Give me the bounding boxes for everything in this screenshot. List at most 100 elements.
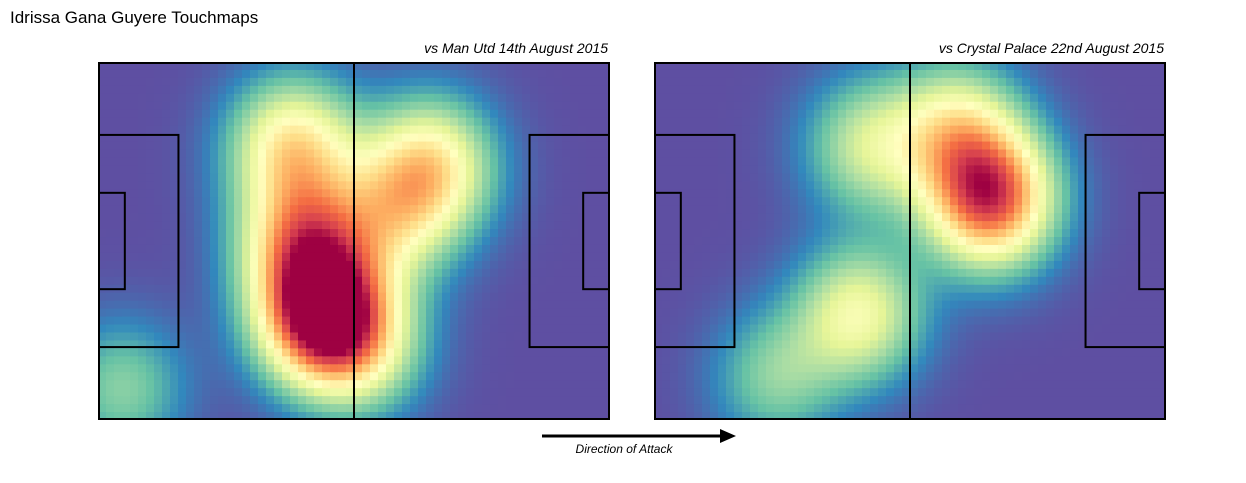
heatmap-cell xyxy=(314,229,323,238)
heatmap-cell xyxy=(274,205,283,214)
heatmap-cell xyxy=(846,133,855,143)
heatmap-cell xyxy=(290,292,299,302)
heatmap-cell xyxy=(242,221,251,230)
heatmap-cell xyxy=(1102,62,1111,71)
heatmap-cell xyxy=(862,93,871,103)
heatmap-cell xyxy=(1038,205,1047,214)
heatmap-cell xyxy=(562,356,571,365)
heatmap-cell xyxy=(926,292,935,302)
heatmap-cell xyxy=(546,412,555,420)
heatmap-cell xyxy=(1046,141,1055,151)
heatmap-cell xyxy=(530,213,539,222)
heatmap-cell xyxy=(138,348,147,357)
heatmap-cell xyxy=(138,284,147,294)
heatmap-cell xyxy=(546,141,555,151)
heatmap-cell xyxy=(854,157,863,167)
heatmap-cell xyxy=(934,300,943,310)
heatmap-cell xyxy=(982,125,991,135)
heatmap-cell xyxy=(450,300,459,310)
heatmap-cell xyxy=(330,340,339,349)
heatmap-cell xyxy=(114,308,123,318)
heatmap-cell xyxy=(570,197,579,206)
heatmap-cell xyxy=(1046,173,1055,182)
heatmap-cell xyxy=(530,340,539,349)
heatmap-cell xyxy=(434,77,443,87)
heatmap-cell xyxy=(950,300,959,310)
heatmap-cell xyxy=(466,372,475,381)
heatmap-cell xyxy=(186,276,195,286)
heatmap-cell xyxy=(974,93,983,103)
heatmap-cell xyxy=(910,292,919,302)
heatmap-cell xyxy=(1126,133,1135,143)
heatmap-cell xyxy=(1118,157,1127,167)
heatmap-cell xyxy=(370,396,379,405)
heatmap-cell xyxy=(530,229,539,238)
heatmap-cell xyxy=(194,133,203,143)
heatmap-cell xyxy=(394,213,403,222)
heatmap-cell xyxy=(306,372,315,381)
heatmap-cell xyxy=(790,300,799,310)
heatmap-cell xyxy=(830,205,839,214)
heatmap-cell xyxy=(458,292,467,302)
heatmap-cell xyxy=(122,364,131,373)
heatmap-cell xyxy=(282,77,291,87)
heatmap-cell xyxy=(546,101,555,111)
heatmap-cell xyxy=(830,173,839,182)
heatmap-cell xyxy=(554,292,563,302)
heatmap-cell xyxy=(990,157,999,167)
heatmap-cell xyxy=(266,229,275,238)
heatmap-cell xyxy=(538,404,547,413)
heatmap-cell xyxy=(774,93,783,103)
heatmap-cell xyxy=(530,85,539,95)
heatmap-cell xyxy=(702,125,711,135)
heatmap-cell xyxy=(418,173,427,182)
heatmap-cell xyxy=(474,205,483,214)
heatmap-cell xyxy=(218,141,227,151)
heatmap-cell xyxy=(774,292,783,302)
heatmap-cell xyxy=(226,348,235,357)
heatmap-cell xyxy=(490,340,499,349)
heatmap-cell xyxy=(410,316,419,326)
heatmap-cell xyxy=(194,252,203,262)
heatmap-cell xyxy=(490,229,499,238)
heatmap-cell xyxy=(1094,268,1103,278)
heatmap-cell xyxy=(122,101,131,111)
heatmap-cell xyxy=(710,173,719,182)
heatmap-cell xyxy=(482,356,491,365)
heatmap-cell xyxy=(910,252,919,262)
heatmap-cell xyxy=(466,173,475,182)
heatmap-cell xyxy=(1030,101,1039,111)
heatmap-cell xyxy=(282,229,291,238)
heatmap-cell xyxy=(594,316,603,326)
heatmap-cell xyxy=(758,62,767,71)
heatmap-cell xyxy=(822,300,831,310)
heatmap-cell xyxy=(546,237,555,246)
heatmap-cell xyxy=(734,69,743,79)
heatmap-cell xyxy=(870,284,879,294)
heatmap-cell xyxy=(474,149,483,159)
heatmap-cell xyxy=(894,117,903,127)
heatmap-cell xyxy=(934,213,943,222)
heatmap-cell xyxy=(1134,157,1143,167)
heatmap-cell xyxy=(886,213,895,222)
heatmap-cell xyxy=(782,300,791,310)
heatmap-cell xyxy=(694,85,703,95)
heatmap-cell xyxy=(498,77,507,87)
heatmap-cell xyxy=(694,276,703,286)
heatmap-cell xyxy=(386,268,395,278)
heatmap-cell xyxy=(822,133,831,143)
heatmap-cell xyxy=(218,332,227,342)
heatmap-cell xyxy=(114,141,123,151)
heatmap-cell xyxy=(546,372,555,381)
heatmap-cell xyxy=(782,173,791,182)
heatmap-cell xyxy=(186,197,195,206)
heatmap-cell xyxy=(146,284,155,294)
heatmap-cell xyxy=(934,229,943,238)
heatmap-cell xyxy=(894,268,903,278)
heatmap-cell xyxy=(790,101,799,111)
heatmap-cell xyxy=(1158,197,1166,206)
heatmap-cell xyxy=(458,348,467,357)
heatmap-cell xyxy=(838,149,847,159)
heatmap-cell xyxy=(798,125,807,135)
heatmap-cell xyxy=(250,300,259,310)
